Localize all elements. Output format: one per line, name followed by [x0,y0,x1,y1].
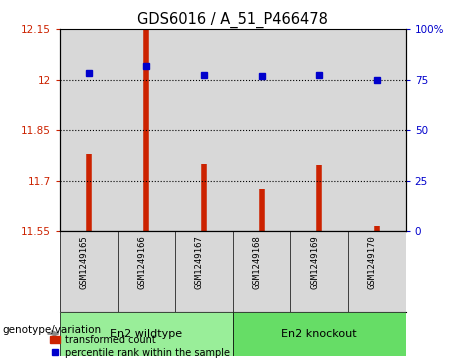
Text: En2 wildtype: En2 wildtype [110,329,183,339]
Text: En2 knockout: En2 knockout [281,329,357,339]
Text: GSM1249167: GSM1249167 [195,235,204,289]
Title: GDS6016 / A_51_P466478: GDS6016 / A_51_P466478 [137,12,328,28]
Text: GSM1249168: GSM1249168 [253,235,262,289]
Text: GSM1249165: GSM1249165 [80,235,89,289]
Bar [60,312,233,356]
Text: GSM1249169: GSM1249169 [310,235,319,289]
Text: genotype/variation: genotype/variation [2,325,101,335]
Bar [233,312,406,356]
Text: GSM1249170: GSM1249170 [368,235,377,289]
Text: GSM1249166: GSM1249166 [137,235,146,289]
Legend: transformed count, percentile rank within the sample: transformed count, percentile rank withi… [47,331,234,362]
